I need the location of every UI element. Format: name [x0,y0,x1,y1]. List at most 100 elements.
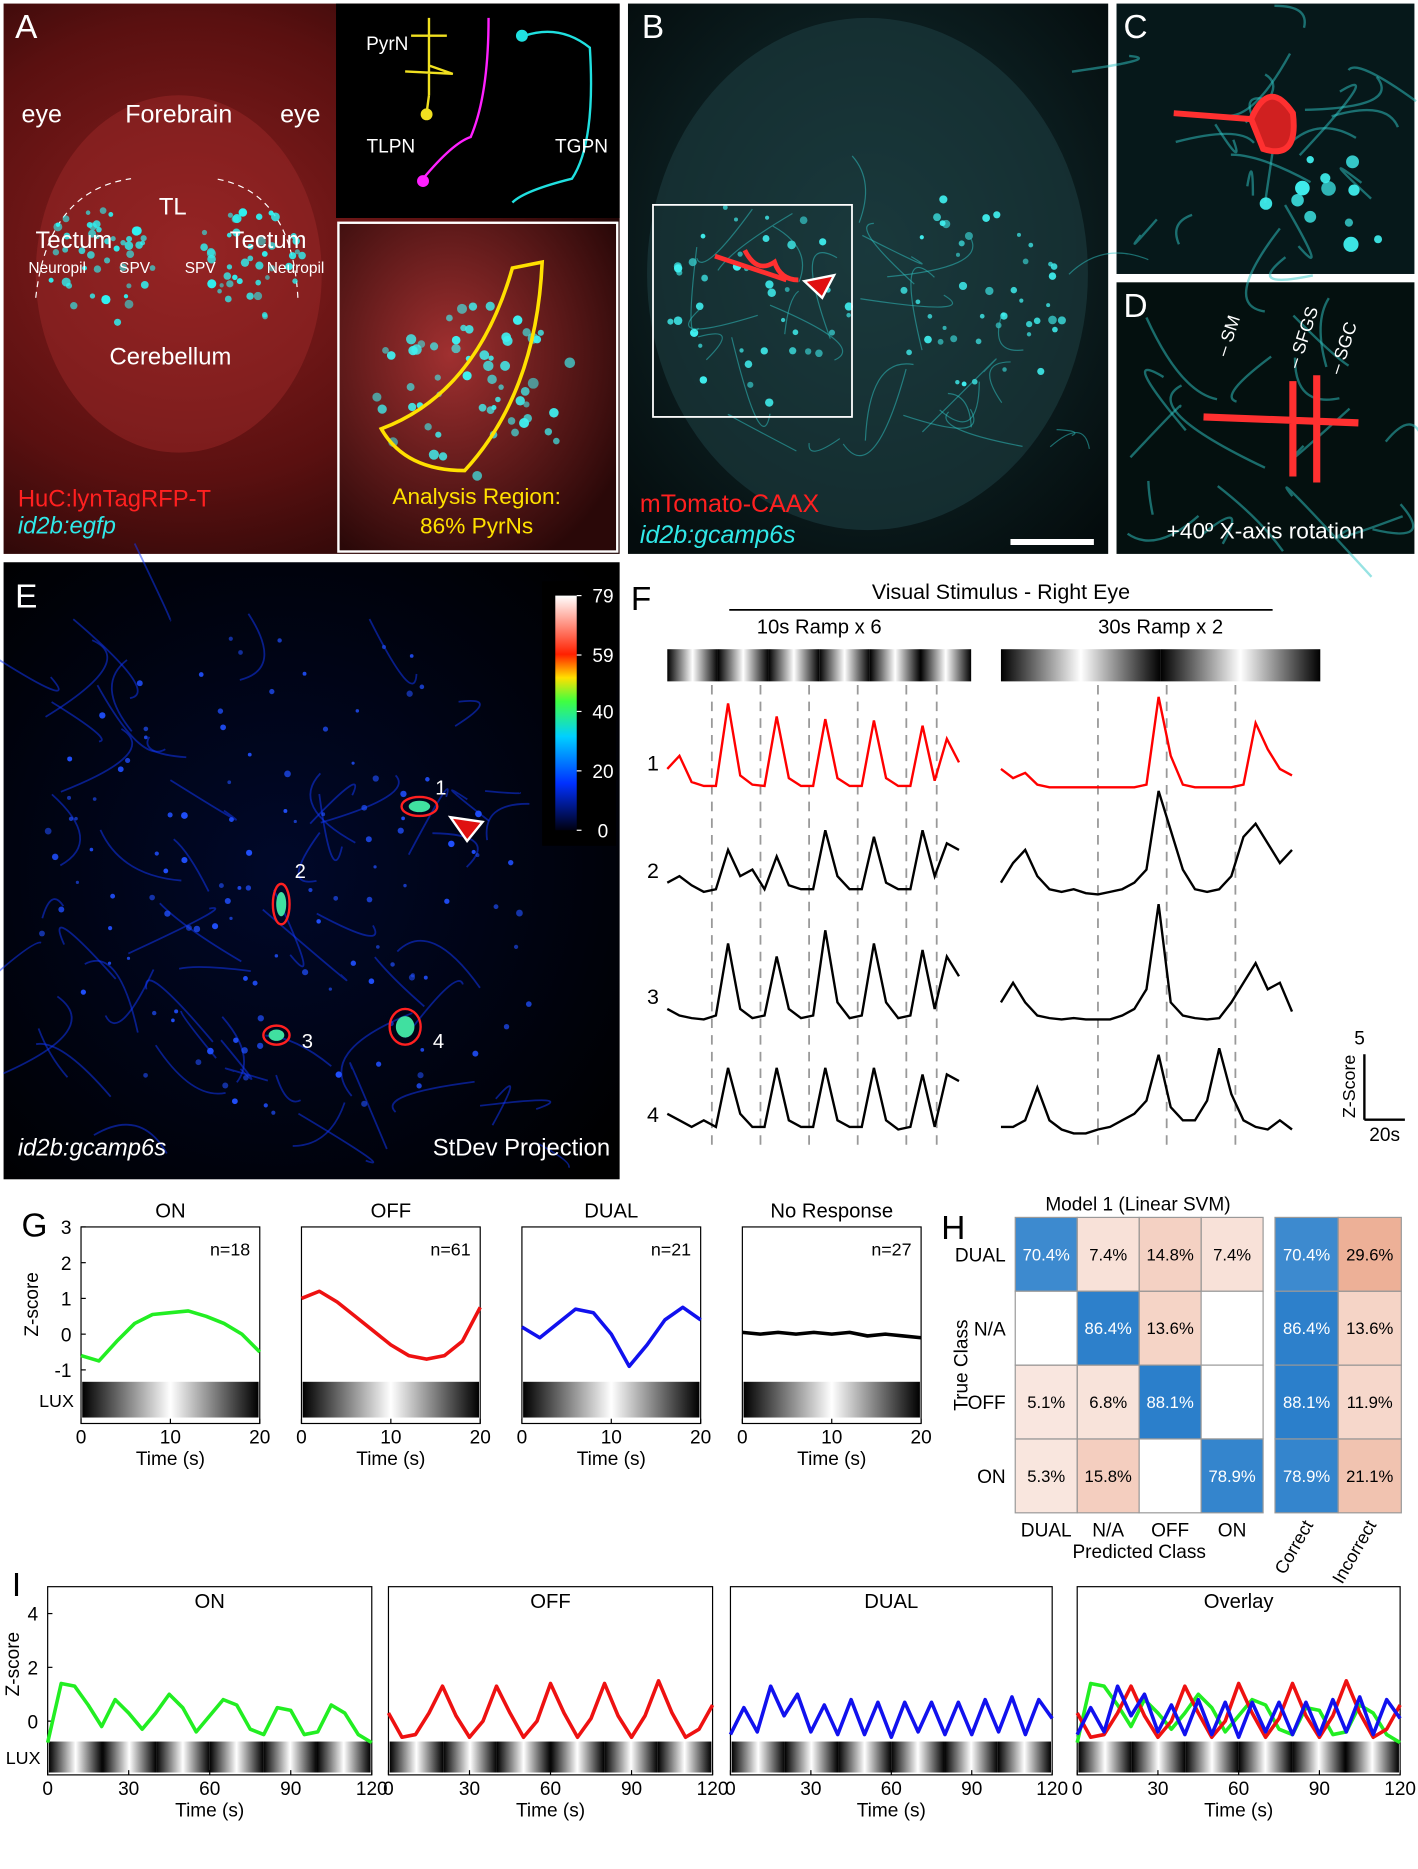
x-tick-label: 0 [725,1779,736,1800]
image-label: TL [159,193,187,220]
cell-body [513,944,519,949]
image-label: 1 [435,778,446,800]
cell-body [255,213,263,220]
neurite [1372,503,1415,535]
cell-body [236,278,243,285]
x-axis-label: Time (s) [175,1801,244,1822]
cell-label: 86.4% [1283,1319,1330,1338]
neurite [484,790,521,795]
x-tick-label: 120 [1036,1779,1068,1800]
cell-body [113,318,122,326]
neurite [887,237,974,278]
trace [666,930,961,1021]
cell-body [226,264,233,270]
cell-body [815,349,823,358]
neurite [1384,423,1418,443]
cell-body [438,452,448,461]
neurite [169,779,237,821]
column-label: ON [1218,1521,1247,1542]
y-tick-label: -1 [55,1361,72,1382]
cell-label: 88.1% [1283,1393,1330,1412]
cell-body [958,240,965,247]
stimulus-bar [1185,1741,1239,1773]
x-tick-label: 0 [296,1428,307,1449]
image-label: SPV [119,260,151,277]
inset [336,3,620,218]
cell-body [722,205,728,210]
neurite [688,307,758,330]
cell-body [212,923,219,930]
neurite [275,1074,302,1103]
neurite [947,392,972,428]
cell-body [268,210,274,216]
cell-body [961,381,967,387]
cell-body [804,348,812,355]
cell-body [88,229,97,238]
neurite [1143,368,1187,432]
cell-body [419,684,425,690]
matrix-cell [1014,1364,1078,1440]
cell-body [1057,316,1066,325]
mean-trace [386,1679,715,1740]
arrowhead [801,273,837,300]
cell-body [737,251,743,257]
cell-body [174,1009,179,1014]
x-tick-label: 30 [800,1779,821,1800]
cell-body [695,302,704,311]
x-tick-label: 60 [540,1779,561,1800]
row-label: N/A [974,1319,1006,1340]
stimulus-bar [768,649,820,682]
cell-body [1321,181,1336,196]
cell-body [406,383,415,391]
cell-body [955,252,961,257]
cell-body [964,231,973,240]
cell-body [39,930,45,937]
cell-body [485,301,495,311]
cell-body [247,243,254,250]
trace [1000,1047,1293,1135]
neurite [72,618,139,700]
annotation: n=18 [210,1240,250,1260]
cell-body [516,909,523,917]
cell-body [406,690,413,697]
cell-body [762,235,770,242]
mean-trace [1075,1679,1402,1740]
y-tick-label: 3 [61,1218,72,1239]
cell-body [246,849,253,856]
cell-body [373,865,377,869]
cell-body [472,1050,479,1057]
neurite [910,266,935,351]
cell-body [919,235,924,240]
tectum-boundary [35,178,132,298]
x-tick-label: 120 [697,1779,729,1800]
cell-body [222,1082,229,1089]
cell-body [80,989,87,995]
cell-body [1019,298,1024,303]
cell-body [1343,236,1359,252]
panel-letter: D [1124,288,1148,325]
cell-body [243,976,248,981]
matrix-cell [1337,1290,1402,1366]
cell-body [408,345,418,356]
neurite [309,783,357,825]
neurite [349,1062,388,1150]
cell-body [942,325,947,330]
y-axis-label: Z-score [3,1632,24,1697]
neurite [1217,485,1284,552]
cell-body [488,355,494,361]
cell-label: 21.1% [1346,1467,1393,1486]
neurite [0,659,60,692]
cell-body [271,212,280,222]
cell-body [245,885,252,891]
cell-body [971,378,978,385]
neurite [945,411,1023,447]
cell-body [271,1110,276,1115]
x-tick-label: 90 [621,1779,642,1800]
neurite [697,333,723,361]
cell-body [493,904,499,910]
chart-title: Model 1 (Linear SVM) [1045,1194,1230,1215]
subplot-title: ON [155,1200,185,1222]
neurite [862,234,923,265]
cell-body [1259,197,1273,210]
